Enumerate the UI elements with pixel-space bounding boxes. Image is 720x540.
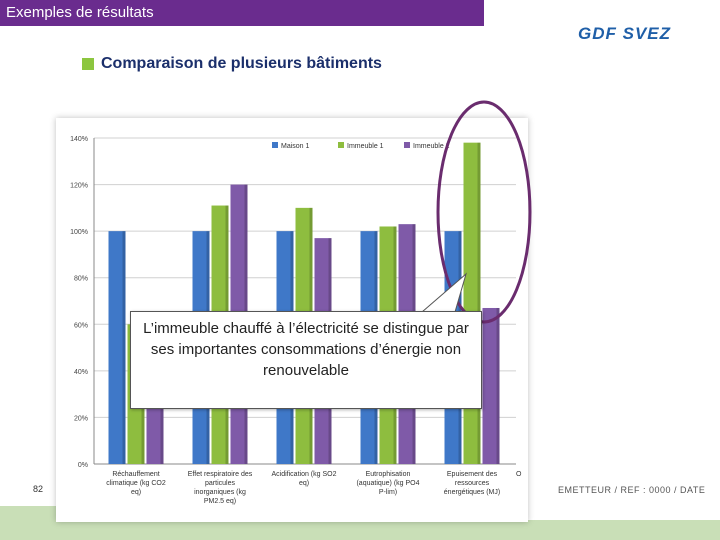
logo-text: GDF SVEZ: [578, 24, 672, 43]
section-subtitle: Comparaison de plusieurs bâtiments: [101, 55, 382, 72]
x-category-label: Epuisement des ressources énergétiques (MJ…: [444, 471, 500, 496]
y-tick-label: 60%: [74, 322, 88, 329]
x-category-label: Réchauffement climatique (kg CO2 eq): [106, 471, 166, 496]
bar-immeuble-2: [482, 307, 500, 464]
x-category-label: Eutrophisation (aquatique) (kg PO4 P-lim): [356, 471, 419, 496]
legend-label: Immeuble 2: [413, 143, 450, 150]
legend-label: Maison 1: [281, 143, 310, 150]
company-logo: GDF SVEZ: [578, 24, 694, 46]
slide-title-bar: Exemples de résultats: [0, 0, 484, 26]
legend-swatch: [404, 142, 410, 148]
bar-shade: [477, 142, 481, 464]
bar-shade: [496, 307, 500, 464]
y-tick-label: 120%: [70, 183, 88, 190]
y-tick-label: 0%: [78, 462, 88, 469]
legend-swatch: [272, 142, 278, 148]
slide-title: Exemples de résultats: [6, 4, 154, 21]
annotation-callout: L’immeuble chauffé à l’électricité se di…: [130, 311, 482, 409]
legend-swatch: [338, 142, 344, 148]
bullet-square: [82, 58, 94, 70]
y-tick-label: 140%: [70, 136, 88, 143]
footer-band: [0, 520, 720, 540]
y-tick-label: 80%: [74, 276, 88, 283]
x-category-label: Acidification (kg SO2 eq): [272, 471, 337, 487]
y-tick-label: 100%: [70, 229, 88, 236]
legend-label: Immeuble 1: [347, 143, 384, 150]
x-category-label: Effet respiratoire des particules inorgani…: [188, 471, 253, 505]
callout-text: L’immeuble chauffé à l’électricité se di…: [143, 320, 469, 379]
y-tick-label: 40%: [74, 369, 88, 376]
page-number: 82: [33, 484, 44, 494]
x-category-label-truncated: O: [516, 471, 522, 478]
bar-shade: [122, 231, 126, 464]
footer-reference: EMETTEUR / REF : 0000 / DATE: [558, 485, 706, 495]
bar-maison-1: [108, 231, 126, 464]
footer-band-left: [0, 506, 56, 522]
y-tick-label: 20%: [74, 415, 88, 422]
